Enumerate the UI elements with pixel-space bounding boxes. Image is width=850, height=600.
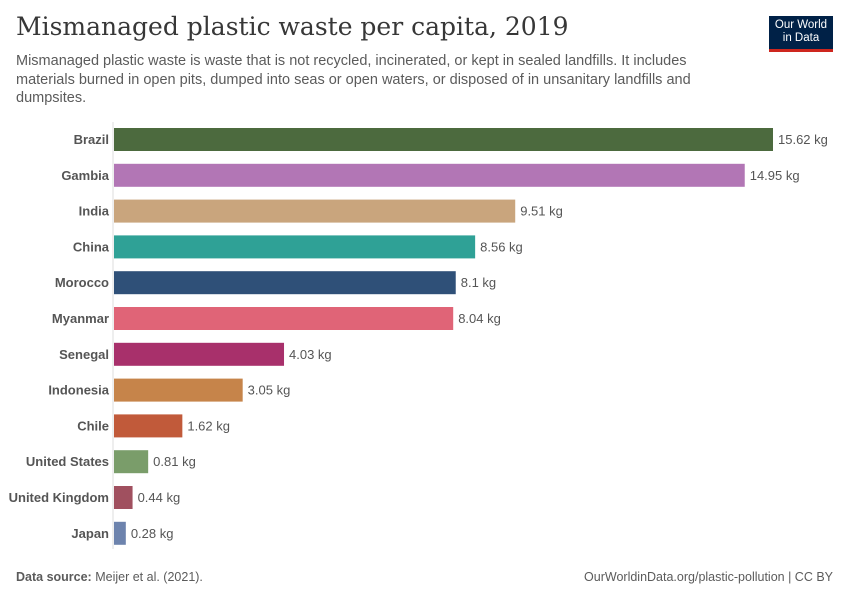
- value-label-japan: 0.28 kg: [131, 526, 174, 541]
- bar-japan[interactable]: [114, 521, 126, 545]
- bar-india[interactable]: [114, 199, 516, 223]
- source-url[interactable]: OurWorldinData.org/plastic-pollution | C…: [584, 570, 833, 584]
- value-label-india: 9.51 kg: [520, 204, 563, 219]
- value-label-indonesia: 3.05 kg: [248, 383, 291, 398]
- bar-senegal[interactable]: [114, 342, 285, 366]
- bar-indonesia[interactable]: [114, 378, 243, 402]
- data-source-text[interactable]: Meijer et al. (2021).: [95, 570, 203, 584]
- value-label-myanmar: 8.04 kg: [458, 311, 501, 326]
- category-label-united-states: United States: [26, 454, 109, 469]
- value-label-senegal: 4.03 kg: [289, 347, 332, 362]
- category-label-gambia: Gambia: [61, 168, 109, 183]
- category-label-indonesia: Indonesia: [48, 383, 109, 398]
- value-label-brazil: 15.62 kg: [778, 132, 828, 147]
- value-label-gambia: 14.95 kg: [750, 168, 800, 183]
- value-label-chile: 1.62 kg: [187, 418, 230, 433]
- bar-chile[interactable]: [114, 414, 183, 438]
- category-label-chile: Chile: [77, 418, 109, 433]
- bar-united-states[interactable]: [114, 450, 149, 474]
- value-label-china: 8.56 kg: [480, 239, 523, 254]
- bar-morocco[interactable]: [114, 271, 456, 295]
- category-label-japan: Japan: [71, 526, 109, 541]
- bar-chart: Brazil 15.62 kg Gambia 14.95 kg India 9.51 kg…: [9, 122, 828, 549]
- logo-line-1: Our World: [774, 19, 828, 31]
- logo-line-2: in Data: [782, 32, 820, 44]
- category-label-morocco: Morocco: [55, 275, 109, 290]
- data-source: Data source: Meijer et al. (2021).: [16, 570, 203, 584]
- bar-brazil[interactable]: [114, 128, 773, 151]
- owid-logo[interactable]: Our World in Data: [769, 16, 833, 52]
- value-label-united-kingdom: 0.44 kg: [138, 490, 181, 505]
- category-label-china: China: [73, 239, 110, 254]
- bar-china[interactable]: [114, 235, 476, 259]
- bar-united-kingdom[interactable]: [114, 486, 133, 509]
- chart-title: Mismanaged plastic waste per capita, 201…: [16, 12, 569, 41]
- chart-subtitle: Mismanaged plastic waste is waste that i…: [16, 53, 691, 106]
- category-label-myanmar: Myanmar: [52, 311, 109, 326]
- bar-myanmar[interactable]: [114, 307, 454, 330]
- category-label-united-kingdom: United Kingdom: [9, 490, 109, 505]
- bar-gambia[interactable]: [114, 163, 745, 187]
- category-label-senegal: Senegal: [59, 347, 109, 362]
- data-source-label: Data source:: [16, 570, 92, 584]
- category-label-india: India: [79, 204, 110, 219]
- value-label-united-states: 0.81 kg: [153, 454, 196, 469]
- category-label-brazil: Brazil: [74, 132, 109, 147]
- value-label-morocco: 8.1 kg: [461, 275, 496, 290]
